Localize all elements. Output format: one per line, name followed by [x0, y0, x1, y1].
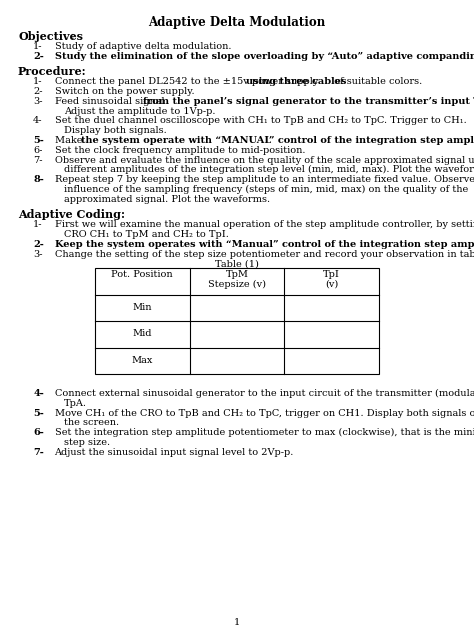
Text: Adjust the amplitude to 1Vp-p.: Adjust the amplitude to 1Vp-p.: [64, 107, 216, 116]
Text: the screen.: the screen.: [64, 418, 119, 427]
Text: 4-: 4-: [33, 116, 43, 125]
Text: Objectives: Objectives: [18, 31, 83, 42]
Text: approximated signal. Plot the waveforms.: approximated signal. Plot the waveforms.: [64, 195, 270, 204]
Text: Move CH₁ of the CRO to TpB and CH₂ to TpC, trigger on CH1. Display both signals : Move CH₁ of the CRO to TpB and CH₂ to Tp…: [55, 409, 474, 418]
Text: Feed sinusoidal signal: Feed sinusoidal signal: [55, 97, 167, 106]
Text: different amplitudes of the integration step level (min, mid, max). Plot the wav: different amplitudes of the integration …: [64, 166, 474, 174]
Text: 3-: 3-: [33, 97, 43, 106]
Text: Max: Max: [131, 356, 153, 365]
Text: 7-: 7-: [33, 155, 43, 164]
Text: Set the duel channel oscilloscope with CH₁ to TpB and CH₂ to TpC. Trigger to CH₁: Set the duel channel oscilloscope with C…: [55, 116, 466, 125]
Text: 7-: 7-: [33, 448, 44, 457]
Text: 6-: 6-: [33, 428, 44, 437]
Text: step size.: step size.: [64, 438, 110, 447]
Text: TpI: TpI: [323, 270, 340, 279]
Text: CRO CH₁ to TpM and CH₂ to TpI.: CRO CH₁ to TpM and CH₂ to TpI.: [64, 230, 229, 239]
Text: of suitable colors.: of suitable colors.: [331, 77, 422, 86]
Text: Table (1): Table (1): [215, 259, 259, 269]
Text: 8-: 8-: [33, 175, 44, 184]
Text: Study the elimination of the slope overloading by “Auto” adaptive companding.: Study the elimination of the slope overl…: [55, 52, 474, 61]
Text: Repeat step 7 by keeping the step amplitude to an intermediate fixed value. Obse: Repeat step 7 by keeping the step amplit…: [55, 175, 474, 184]
Text: 6-: 6-: [33, 146, 43, 155]
Text: Change the setting of the step size potentiometer and record your observation in: Change the setting of the step size pote…: [55, 250, 474, 258]
Text: Adaptive Delta Modulation: Adaptive Delta Modulation: [148, 16, 326, 30]
Text: Adaptive Coding:: Adaptive Coding:: [18, 209, 125, 221]
Text: TpA.: TpA.: [64, 399, 87, 408]
Text: 2-: 2-: [33, 52, 44, 61]
Text: Switch on the power supply.: Switch on the power supply.: [55, 87, 194, 96]
Text: Study of adaptive delta modulation.: Study of adaptive delta modulation.: [55, 42, 231, 51]
Text: Set the integration step amplitude potentiometer to max (clockwise), that is the: Set the integration step amplitude poten…: [55, 428, 474, 437]
Bar: [95, 268, 379, 374]
Text: Display both signals.: Display both signals.: [64, 126, 167, 135]
Text: 4-: 4-: [33, 389, 44, 398]
Text: Mid: Mid: [132, 329, 152, 338]
Text: 3-: 3-: [33, 250, 43, 258]
Text: influence of the sampling frequency (steps of min, mid, max) on the quality of t: influence of the sampling frequency (ste…: [64, 185, 468, 194]
Text: the system operate with “MANUAL” control of the integration step amplitude.: the system operate with “MANUAL” control…: [81, 136, 474, 145]
Text: 2-: 2-: [33, 240, 44, 249]
Text: Procedure:: Procedure:: [18, 66, 87, 77]
Text: using three cables: using three cables: [246, 77, 347, 86]
Text: Keep the system operates with “Manual” control of the integration step amplitude: Keep the system operates with “Manual” c…: [55, 240, 474, 249]
Text: Stepsize (v): Stepsize (v): [208, 279, 266, 289]
Text: First we will examine the manual operation of the step amplitude controller, by : First we will examine the manual operati…: [55, 220, 474, 229]
Text: 2-: 2-: [33, 87, 43, 96]
Text: 1: 1: [234, 618, 240, 627]
Text: 1-: 1-: [33, 42, 43, 51]
Text: Connect external sinusoidal generator to the input circuit of the transmitter (m: Connect external sinusoidal generator to…: [55, 389, 474, 398]
Text: Make: Make: [55, 136, 85, 145]
Text: (v): (v): [325, 279, 338, 289]
Text: Adjust the sinusoidal input signal level to 2Vp-p.: Adjust the sinusoidal input signal level…: [55, 448, 294, 457]
Text: 5-: 5-: [33, 409, 44, 418]
Text: Observe and evaluate the influence on the quality of the scale approximated sign: Observe and evaluate the influence on th…: [55, 155, 474, 164]
Text: :: :: [71, 31, 75, 41]
Text: Set the clock frequency amplitude to mid-position.: Set the clock frequency amplitude to mid…: [55, 146, 305, 155]
Text: Min: Min: [132, 303, 152, 312]
Text: 1-: 1-: [33, 220, 43, 229]
Text: Pot. Position: Pot. Position: [111, 270, 173, 279]
Text: Connect the panel DL2542 to the ±15v power supply: Connect the panel DL2542 to the ±15v pow…: [55, 77, 321, 86]
Text: 5-: 5-: [33, 136, 44, 145]
Text: TpM: TpM: [226, 270, 248, 279]
Text: from the panel’s signal generator to the transmitter’s input TPA.: from the panel’s signal generator to the…: [143, 97, 474, 106]
Text: 1-: 1-: [33, 77, 43, 86]
